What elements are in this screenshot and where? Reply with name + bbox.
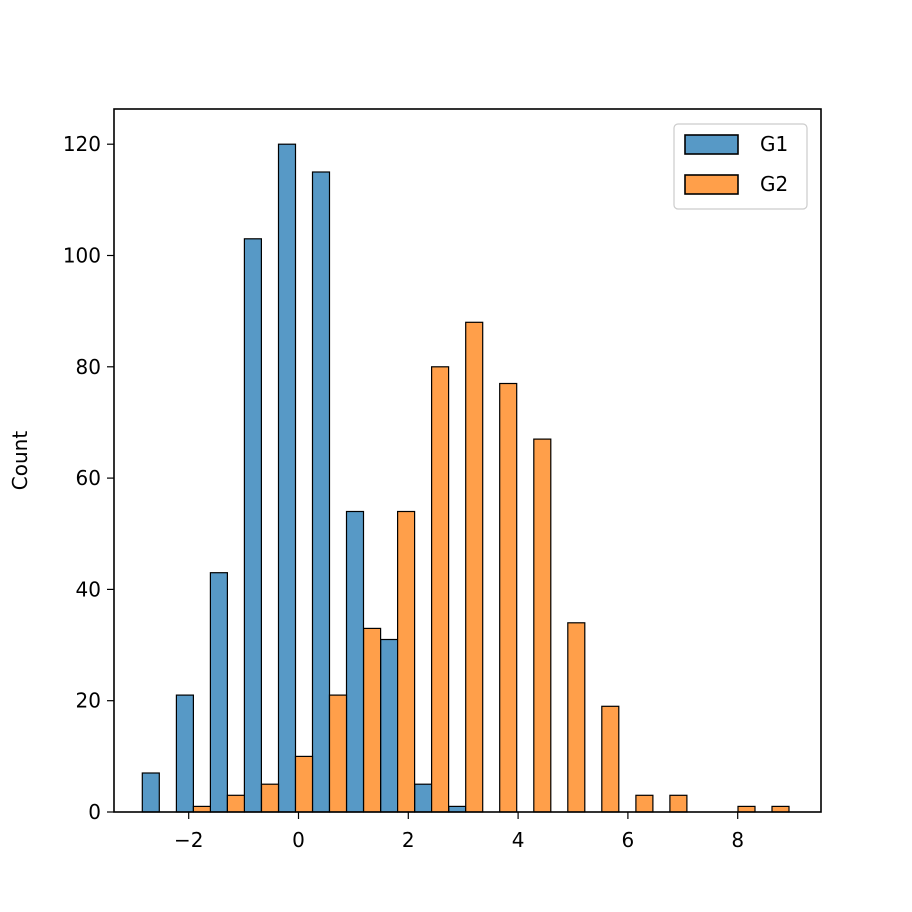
g2-bar	[601, 705, 620, 813]
g1-bar	[448, 805, 467, 813]
y-tick-label: 120	[63, 132, 101, 156]
x-tick-label: 8	[731, 828, 744, 852]
g2-bar	[499, 382, 518, 813]
plot-frame	[113, 108, 822, 813]
y-tick-label: 80	[76, 355, 101, 379]
g1-bar	[414, 783, 433, 813]
g1-bar	[345, 510, 365, 813]
x-axis-ticks: −2 0 2 4 6 8	[174, 812, 744, 852]
g2-bar	[533, 438, 552, 813]
y-tick-label: 20	[76, 689, 101, 713]
y-tick-label: 0	[88, 800, 101, 824]
g2-bar	[465, 321, 484, 813]
g1-bars	[141, 143, 467, 813]
g2-bar	[294, 755, 314, 813]
legend-swatch	[684, 174, 739, 195]
g2-bar	[192, 805, 211, 813]
legend-label: G2	[760, 172, 788, 196]
g2-bar	[397, 510, 416, 813]
legend-label: G1	[760, 132, 788, 156]
x-tick-label: 6	[622, 828, 635, 852]
g2-bar	[328, 694, 348, 813]
x-tick-label: 0	[292, 828, 305, 852]
g2-bar	[363, 627, 382, 813]
g1-bar	[311, 171, 331, 813]
g2-bar	[669, 794, 688, 813]
g1-bar	[175, 694, 194, 813]
y-tick-label: 60	[76, 466, 101, 490]
g2-bar	[431, 366, 450, 813]
g1-bar	[243, 238, 262, 813]
y-axis-label: Count	[8, 431, 32, 491]
y-tick-label: 40	[76, 577, 101, 601]
g2-bar	[771, 805, 790, 813]
x-tick-label: 4	[512, 828, 525, 852]
g2-bar	[226, 794, 245, 813]
x-tick-label: −2	[174, 828, 203, 852]
g1-bar	[141, 772, 160, 813]
g2-bars	[192, 321, 790, 813]
g1-bar	[277, 143, 297, 813]
g2-bar	[737, 805, 756, 813]
g2-bar	[635, 794, 654, 813]
g2-bar	[567, 622, 586, 813]
y-axis-ticks: 0 20 40 60 80 100 120	[63, 132, 114, 824]
x-tick-label: 2	[402, 828, 415, 852]
g1-bar	[209, 572, 228, 813]
g2-bar	[260, 783, 280, 813]
legend-swatch	[684, 134, 739, 155]
y-tick-label: 100	[63, 244, 101, 268]
legend: G1 G2	[673, 123, 808, 210]
g1-bar	[380, 638, 399, 813]
